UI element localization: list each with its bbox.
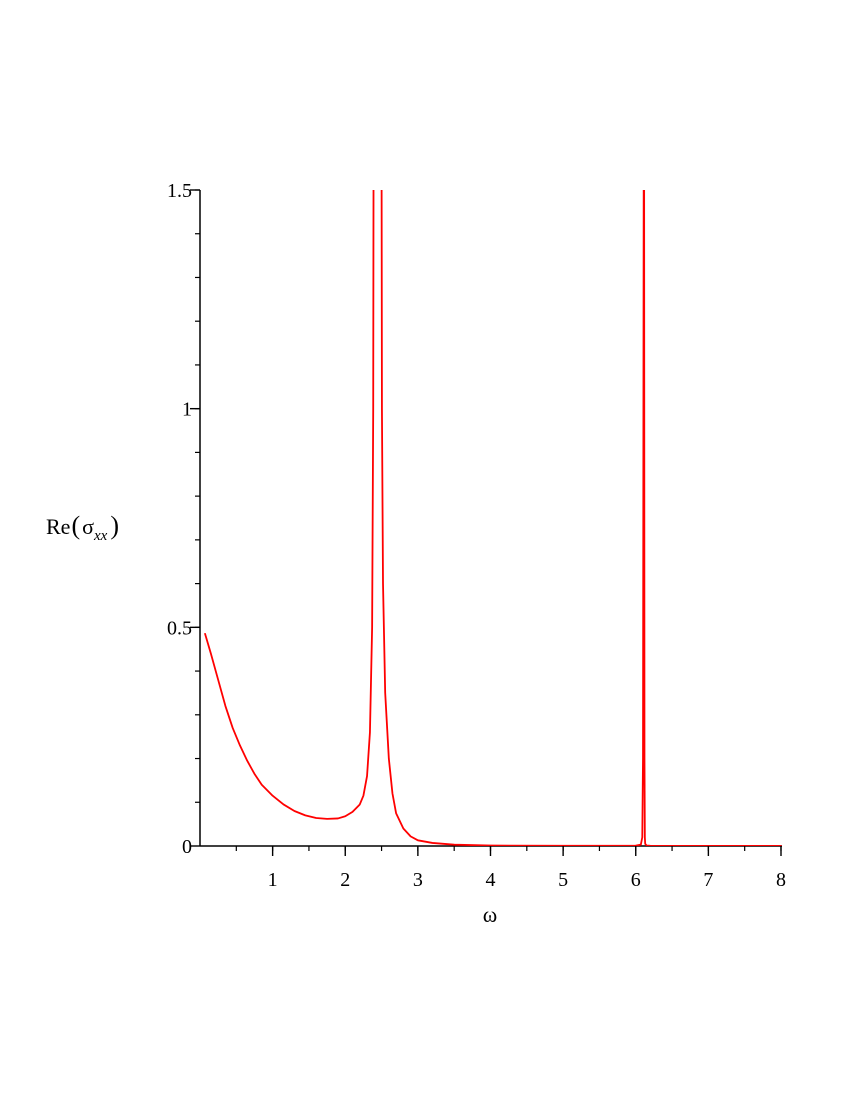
x-tick-label: 2 [340, 869, 350, 891]
y-axis-label: Re(σxx) [46, 511, 119, 544]
y-tick-label: 0 [182, 836, 192, 858]
y-axis-label-prefix: Re [46, 514, 70, 539]
y-tick-label: 1.5 [167, 180, 192, 202]
y-axis-label-symbol: σ [82, 514, 94, 539]
y-axis-label-open-paren: ( [71, 511, 80, 540]
y-axis-label-subscript: xx [93, 528, 108, 544]
y-axis-label-close-paren: ) [110, 511, 119, 540]
x-tick-label: 3 [413, 869, 423, 891]
x-tick-label: 7 [703, 869, 713, 891]
x-tick-label: 8 [776, 869, 786, 891]
x-tick-label: 4 [486, 869, 496, 891]
x-axis-label: ω [483, 902, 497, 927]
series-layer [204, 190, 782, 846]
svg-text:Re(σxx): Re(σxx) [46, 511, 119, 544]
x-tick-label: 6 [631, 869, 641, 891]
y-tick-label: 1 [182, 399, 192, 421]
y-axis: 0 0.5 1 1.5 [167, 180, 201, 858]
x-tick-label: 5 [558, 869, 568, 891]
series-line [204, 190, 782, 846]
x-tick-label: 1 [268, 869, 278, 891]
x-axis: 1 2 3 4 5 6 7 8 [200, 845, 786, 891]
y-tick-label: 0.5 [167, 617, 192, 639]
